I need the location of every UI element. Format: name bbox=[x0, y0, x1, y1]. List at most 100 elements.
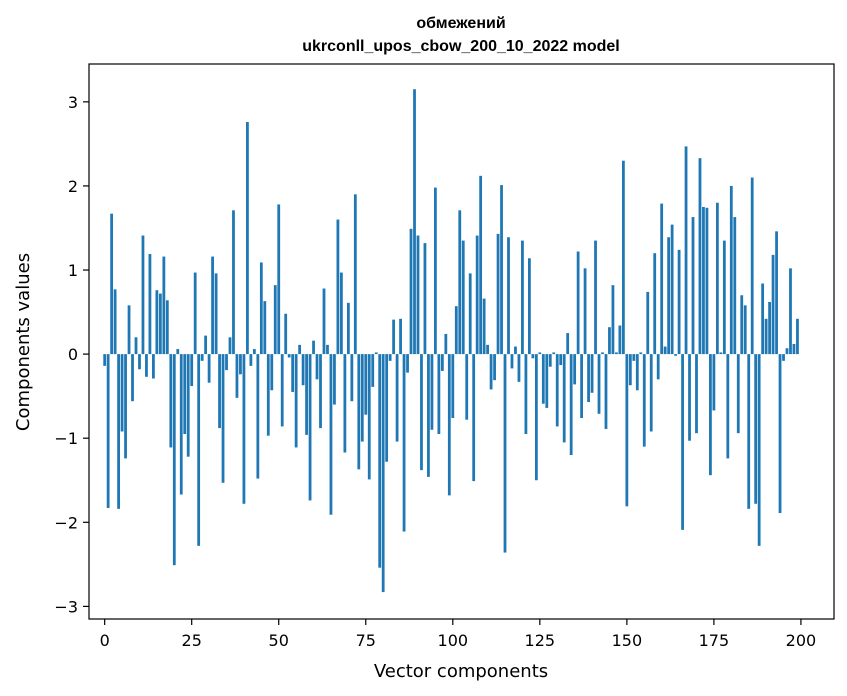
bar-166 bbox=[681, 354, 684, 530]
bar-169 bbox=[691, 217, 695, 355]
bar-134 bbox=[569, 354, 573, 456]
bar-85 bbox=[399, 318, 402, 355]
y-axis-ticks: −3 −2 −1 0 1 2 3 bbox=[54, 93, 89, 616]
x-tick-label: 50 bbox=[269, 631, 289, 650]
bar-63 bbox=[322, 288, 326, 355]
bar-120 bbox=[521, 240, 524, 355]
bar-176 bbox=[715, 202, 719, 355]
bar-53 bbox=[287, 354, 291, 358]
bar-9 bbox=[134, 337, 138, 355]
bar-188 bbox=[757, 354, 761, 546]
bar-145 bbox=[608, 327, 611, 355]
bar-60 bbox=[312, 340, 315, 355]
bar-144 bbox=[604, 354, 608, 429]
bar-168 bbox=[688, 354, 691, 441]
bar-84 bbox=[395, 354, 399, 442]
y-axis-label: Components values bbox=[13, 253, 34, 431]
bar-65 bbox=[329, 354, 333, 515]
x-axis-ticks: 0 25 50 75 100 125 150 175 200 bbox=[100, 619, 816, 650]
bar-1 bbox=[106, 354, 110, 508]
bar-62 bbox=[319, 354, 322, 429]
bar-129 bbox=[552, 352, 556, 355]
bar-0 bbox=[103, 354, 107, 366]
bar-171 bbox=[698, 158, 702, 355]
bar-34 bbox=[221, 354, 225, 483]
bar-11 bbox=[141, 235, 145, 355]
bar-69 bbox=[343, 354, 347, 453]
bar-183 bbox=[740, 295, 744, 355]
bar-10 bbox=[138, 354, 141, 370]
bar-25 bbox=[190, 354, 194, 387]
bar-45 bbox=[259, 262, 263, 355]
bar-12 bbox=[145, 354, 148, 377]
x-tick-label: 175 bbox=[699, 631, 730, 650]
bar-118 bbox=[514, 346, 517, 355]
bar-71 bbox=[350, 354, 354, 402]
x-tick-label: 100 bbox=[438, 631, 469, 650]
chart-title-line2: ukrconll_upos_cbow_200_10_2022 model bbox=[302, 38, 619, 55]
x-tick-label: 150 bbox=[612, 631, 643, 650]
bar-59 bbox=[308, 354, 312, 501]
bar-51 bbox=[280, 354, 284, 427]
bar-61 bbox=[315, 354, 319, 380]
bar-26 bbox=[193, 272, 197, 355]
bar-162 bbox=[667, 237, 671, 355]
bar-137 bbox=[580, 354, 583, 419]
bar-33 bbox=[218, 354, 221, 429]
bar-177 bbox=[719, 352, 723, 355]
bar-190 bbox=[764, 318, 768, 355]
bar-194 bbox=[778, 354, 782, 514]
bar-8 bbox=[131, 354, 134, 402]
bar-191 bbox=[768, 301, 771, 355]
bar-179 bbox=[726, 354, 730, 459]
bar-135 bbox=[573, 354, 577, 385]
bar-13 bbox=[148, 254, 152, 355]
bar-119 bbox=[517, 354, 521, 382]
bar-156 bbox=[646, 291, 650, 355]
bar-175 bbox=[712, 354, 716, 411]
bar-79 bbox=[378, 354, 382, 568]
bar-6 bbox=[124, 354, 127, 459]
bar-165 bbox=[677, 249, 681, 355]
bar-92 bbox=[423, 243, 427, 355]
bar-99 bbox=[447, 354, 451, 496]
bar-131 bbox=[559, 354, 563, 366]
bar-47 bbox=[266, 354, 270, 436]
bar-143 bbox=[601, 352, 604, 355]
bar-125 bbox=[538, 352, 542, 355]
bar-163 bbox=[670, 224, 674, 355]
bar-114 bbox=[500, 185, 503, 355]
bar-68 bbox=[340, 272, 343, 355]
bar-112 bbox=[493, 354, 496, 381]
bar-100 bbox=[451, 354, 455, 419]
bar-5 bbox=[120, 354, 124, 432]
plot-frame bbox=[88, 63, 835, 620]
bar-87 bbox=[406, 354, 409, 373]
bar-96 bbox=[437, 354, 441, 434]
bar-161 bbox=[663, 346, 667, 355]
y-tick-label: 1 bbox=[68, 261, 78, 280]
bar-113 bbox=[496, 233, 500, 355]
bar-14 bbox=[152, 354, 155, 379]
bar-104 bbox=[465, 354, 469, 420]
bar-147 bbox=[615, 352, 618, 355]
bar-36 bbox=[228, 337, 232, 355]
bar-93 bbox=[427, 354, 430, 477]
bar-28 bbox=[200, 354, 204, 361]
bar-19 bbox=[169, 354, 173, 448]
bar-103 bbox=[461, 240, 465, 355]
bar-39 bbox=[239, 354, 242, 375]
bar-83 bbox=[392, 319, 396, 355]
bar-29 bbox=[204, 335, 208, 355]
bar-160 bbox=[660, 203, 664, 355]
bar-76 bbox=[367, 354, 371, 480]
bar-192 bbox=[771, 254, 775, 355]
bar-94 bbox=[430, 354, 434, 430]
bar-56 bbox=[298, 344, 302, 355]
bar-70 bbox=[346, 302, 350, 355]
bar-139 bbox=[587, 354, 590, 403]
y-tick-label: 0 bbox=[68, 345, 78, 364]
bar-27 bbox=[197, 354, 201, 546]
bar-95 bbox=[434, 187, 437, 355]
